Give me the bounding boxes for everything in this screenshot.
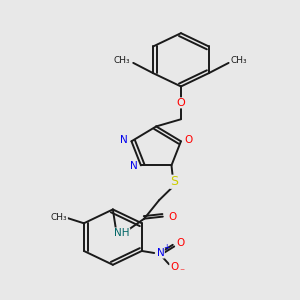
Text: N: N <box>130 161 137 171</box>
Text: NH: NH <box>114 228 130 238</box>
Text: CH₃: CH₃ <box>230 56 247 65</box>
Text: O: O <box>176 238 184 248</box>
Text: ⁻: ⁻ <box>179 268 184 278</box>
Text: CH₃: CH₃ <box>51 213 68 222</box>
Text: O: O <box>184 135 193 145</box>
Text: N: N <box>120 135 128 145</box>
Text: S: S <box>170 175 178 188</box>
Text: O: O <box>170 262 178 272</box>
Text: O: O <box>177 98 185 108</box>
Text: N: N <box>157 248 164 258</box>
Text: O: O <box>169 212 177 222</box>
Text: +: + <box>164 243 170 252</box>
Text: CH₃: CH₃ <box>114 56 130 65</box>
